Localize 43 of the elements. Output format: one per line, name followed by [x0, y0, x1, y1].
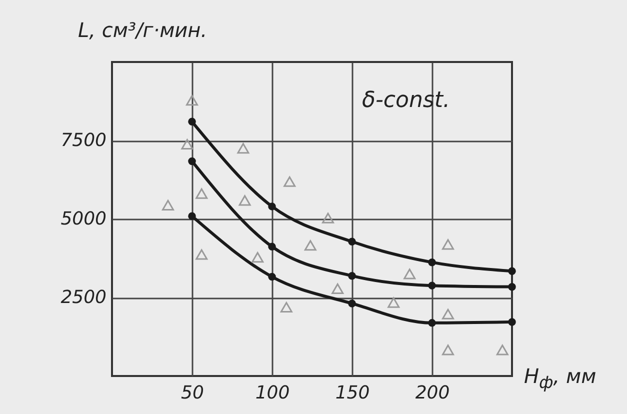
- y-tick-label: 2500: [60, 287, 106, 308]
- point: [162, 200, 174, 210]
- x-tick-label: 150: [335, 382, 370, 404]
- point: [196, 249, 208, 260]
- point: [428, 282, 436, 290]
- point: [508, 267, 516, 275]
- point: [348, 300, 356, 308]
- point: [404, 268, 416, 280]
- y-axis-title: L, см³/г·мин.: [78, 18, 208, 42]
- point: [196, 188, 208, 199]
- point: [348, 272, 356, 280]
- point: [442, 239, 454, 250]
- x-axis-title: H$_{ф}$, мм: [524, 364, 596, 392]
- point: [508, 318, 516, 326]
- point: [181, 138, 194, 150]
- point: [268, 242, 276, 250]
- point: [428, 319, 436, 327]
- point: [442, 344, 454, 356]
- point: [428, 258, 436, 266]
- point: [284, 176, 296, 187]
- point: [186, 95, 198, 106]
- point: [188, 157, 196, 166]
- point: [348, 238, 356, 246]
- point: [508, 282, 516, 291]
- point: [268, 272, 276, 281]
- x-tick-label: 50: [181, 382, 204, 404]
- x-tick-label: 100: [255, 382, 290, 404]
- point: [304, 240, 316, 251]
- point: [388, 297, 400, 308]
- point: [188, 212, 196, 220]
- point: [496, 344, 508, 356]
- point: [252, 252, 264, 263]
- x-tick-label: 200: [415, 382, 450, 404]
- point: [237, 143, 250, 154]
- point: [322, 212, 334, 224]
- point: [238, 195, 251, 206]
- point: [188, 118, 196, 126]
- point: [280, 302, 292, 313]
- point: [332, 283, 344, 294]
- point: [442, 308, 454, 320]
- y-tick-label: 5000: [60, 208, 106, 230]
- y-tick-label: 7500: [60, 130, 106, 151]
- point: [268, 202, 276, 210]
